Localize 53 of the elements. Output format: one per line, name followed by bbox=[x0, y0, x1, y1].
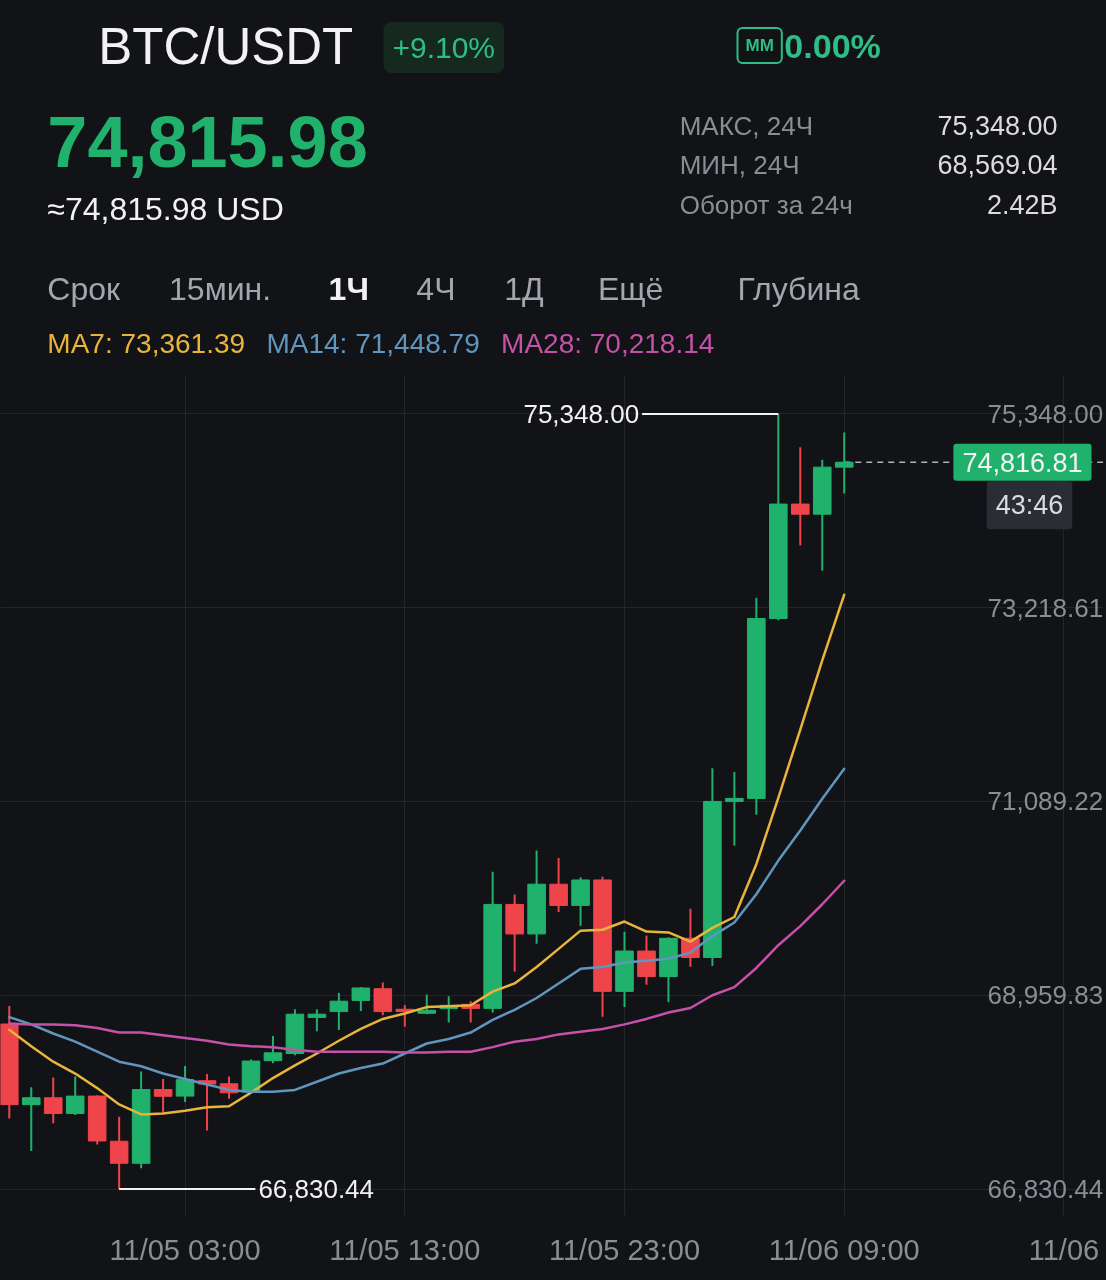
candlestick bbox=[373, 981, 393, 1017]
candlestick bbox=[549, 857, 568, 914]
candlestick bbox=[351, 985, 371, 1013]
line-series bbox=[8, 593, 846, 1116]
y-tick-label: 71,089.22 bbox=[987, 786, 1104, 817]
line-series bbox=[8, 879, 846, 1054]
text: 74,815.98 bbox=[47, 101, 368, 182]
candlestick bbox=[791, 446, 810, 547]
x-tick-label: 11/05 03:00 bbox=[109, 1233, 261, 1266]
candlestick bbox=[153, 1078, 173, 1114]
y-tick-label: 73,218.61 bbox=[987, 592, 1104, 623]
annotation: 43:46 bbox=[995, 490, 1064, 521]
text: +9.10% bbox=[392, 31, 496, 64]
text: Глубина bbox=[737, 270, 860, 307]
text: 68,569.04 bbox=[937, 150, 1058, 180]
y-tick-label: 66,830.44 bbox=[987, 1174, 1104, 1205]
x-tick-label: 11/06 bbox=[1028, 1233, 1100, 1266]
text: 2.42B bbox=[987, 189, 1058, 220]
text: MA14: 71,448.79 bbox=[266, 328, 480, 359]
x-tick-label: 11/05 23:00 bbox=[548, 1233, 701, 1266]
candlestick bbox=[834, 431, 854, 495]
candlestick bbox=[725, 771, 744, 847]
candlestick bbox=[175, 1064, 195, 1103]
candlestick bbox=[329, 991, 349, 1031]
candlestick bbox=[65, 1075, 85, 1117]
candlestick bbox=[21, 1086, 41, 1153]
text: МАКС, 24Ч bbox=[679, 110, 813, 141]
text: 75,348.00 bbox=[937, 111, 1058, 141]
text: 1Д bbox=[504, 270, 544, 307]
ref-line-label: 74,816.81 bbox=[962, 447, 1083, 478]
text: Оборот за 24ч bbox=[679, 189, 853, 220]
text: 15мин. bbox=[169, 270, 272, 307]
x-tick-label: 11/06 09:00 bbox=[768, 1233, 920, 1266]
text: 1Ч bbox=[328, 270, 369, 307]
y-tick-label: 68,959.83 bbox=[987, 980, 1104, 1011]
text: 0.00% bbox=[784, 26, 881, 65]
candlestick bbox=[263, 1035, 283, 1065]
annotation: 66,830.44 bbox=[258, 1174, 375, 1205]
candlestick bbox=[109, 1115, 129, 1191]
candlestick bbox=[307, 1008, 327, 1033]
text: МИН, 24Ч bbox=[679, 149, 800, 180]
text: MM bbox=[745, 36, 774, 55]
text: Ещё bbox=[597, 270, 664, 307]
text: Срок bbox=[47, 270, 122, 307]
y-tick-label: 75,348.00 bbox=[987, 398, 1104, 429]
candlestick bbox=[43, 1076, 63, 1125]
text: MA28: 70,218.14 bbox=[501, 328, 715, 359]
text: MA7: 73,361.39 bbox=[47, 328, 246, 359]
chart-title: BTC/USDT bbox=[98, 18, 354, 75]
annotation: 75,348.00 bbox=[523, 398, 640, 429]
x-tick-label: 11/05 13:00 bbox=[329, 1233, 481, 1266]
text: 4Ч bbox=[416, 270, 456, 307]
text: ≈74,815.98 USD bbox=[47, 190, 284, 227]
